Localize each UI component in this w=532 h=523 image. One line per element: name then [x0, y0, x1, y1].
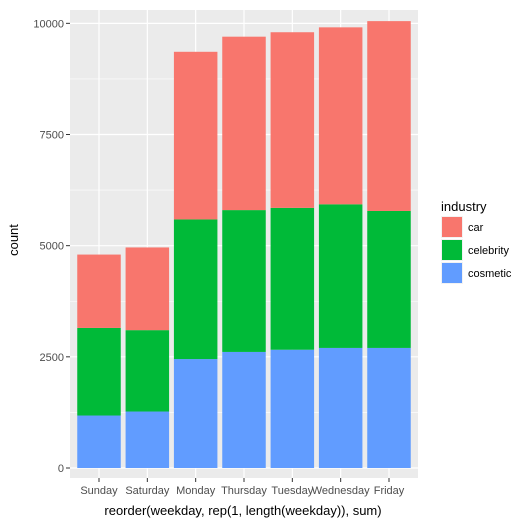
x-axis-title: reorder(weekday, rep(1, length(weekday))… [104, 503, 381, 518]
x-tick-label: Saturday [125, 485, 170, 497]
x-tick-label: Sunday [80, 485, 118, 497]
bar-celebrity [77, 327, 121, 416]
y-tick-label: 7500 [40, 130, 64, 142]
bar-car [367, 21, 411, 211]
legend-title: industry [441, 199, 487, 214]
legend-label-cosmetic: cosmetic [468, 268, 512, 280]
bar-cosmetic [270, 349, 315, 468]
bar-celebrity [367, 210, 411, 348]
bar-cosmetic [125, 411, 170, 468]
bar-celebrity [125, 330, 170, 412]
y-tick-label: 0 [58, 463, 64, 475]
bars [77, 21, 411, 468]
bar-car [173, 51, 218, 220]
legend: industry car celebrity cosmetic [441, 199, 512, 284]
bar-celebrity [270, 207, 315, 350]
legend-label-car: car [468, 222, 484, 234]
legend-label-celebrity: celebrity [468, 245, 509, 257]
y-tick-label: 5000 [40, 241, 64, 253]
y-tick-label: 2500 [40, 352, 64, 364]
bar-car [318, 27, 363, 205]
bar-celebrity [222, 210, 266, 352]
bar-car [125, 247, 170, 331]
bar-celebrity [318, 204, 363, 348]
x-tick-label: Tuesday [271, 485, 313, 497]
bar-celebrity [173, 219, 218, 360]
bar-cosmetic [367, 347, 411, 468]
bar-cosmetic [77, 415, 121, 468]
x-tick-label: Friday [374, 485, 405, 497]
y-axis: 0 2500 5000 7500 10000 [33, 18, 70, 475]
legend-swatch-celebrity [442, 240, 462, 260]
bar-cosmetic [318, 347, 363, 468]
y-axis-title: count [6, 224, 21, 256]
x-tick-label: Monday [176, 485, 216, 497]
x-axis: Sunday Saturday Monday Thursday TuesdayWedne… [80, 478, 405, 497]
bar-cosmetic [222, 351, 266, 468]
x-tick-label: Thursday [221, 485, 267, 497]
x-tick-label: Wednesday [312, 485, 370, 497]
bar-car [270, 32, 315, 208]
legend-swatch-cosmetic [442, 263, 462, 283]
bar-cosmetic [173, 359, 218, 468]
y-tick-label: 10000 [33, 18, 64, 30]
legend-swatch-car [442, 217, 462, 237]
bar-car [77, 254, 121, 328]
bar-car [222, 36, 266, 211]
